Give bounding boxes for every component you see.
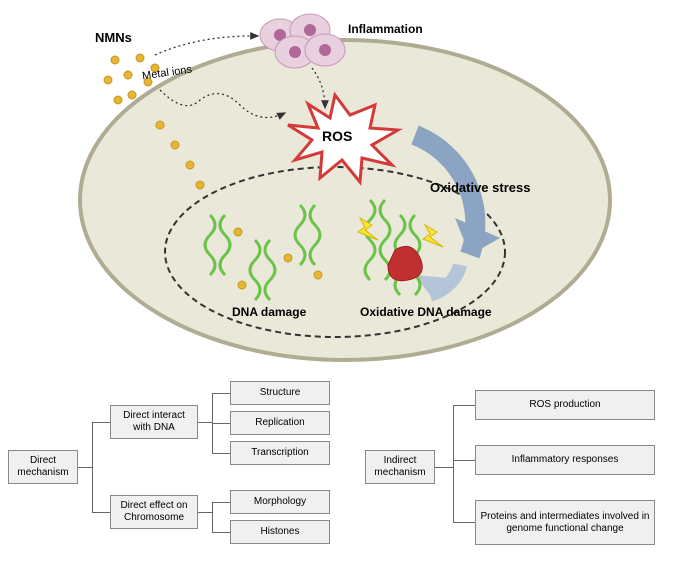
box-indirect-mechanism: Indirect mechanism (365, 450, 435, 484)
box-replication: Replication (230, 411, 330, 435)
box-histones: Histones (230, 520, 330, 544)
box-morphology: Morphology (230, 490, 330, 514)
label-nmns: NMNs (95, 30, 132, 45)
label-ros: ROS (322, 128, 352, 144)
cell-diagram: NMNs Metal ions Inflammation ROS Oxidati… (0, 0, 673, 365)
box-proteins: Proteins and intermediates involved in g… (475, 500, 655, 545)
label-inflammation: Inflammation (348, 22, 423, 36)
box-direct-chromosome: Direct effect on Chromosome (110, 495, 198, 529)
mechanism-trees: Direct mechanism Direct interact with DN… (0, 375, 673, 570)
box-structure: Structure (230, 381, 330, 405)
box-ros-production: ROS production (475, 390, 655, 420)
box-direct-mechanism: Direct mechanism (8, 450, 78, 484)
box-direct-dna: Direct interact with DNA (110, 405, 198, 439)
label-oxidative-stress: Oxidative stress (430, 180, 530, 195)
label-dna-damage: DNA damage (232, 305, 306, 319)
box-transcription: Transcription (230, 441, 330, 465)
cell-body (80, 40, 610, 360)
cell-svg (0, 0, 673, 365)
label-oxidative-dna-damage: Oxidative DNA damage (360, 305, 492, 319)
box-inflammatory: Inflammatory responses (475, 445, 655, 475)
